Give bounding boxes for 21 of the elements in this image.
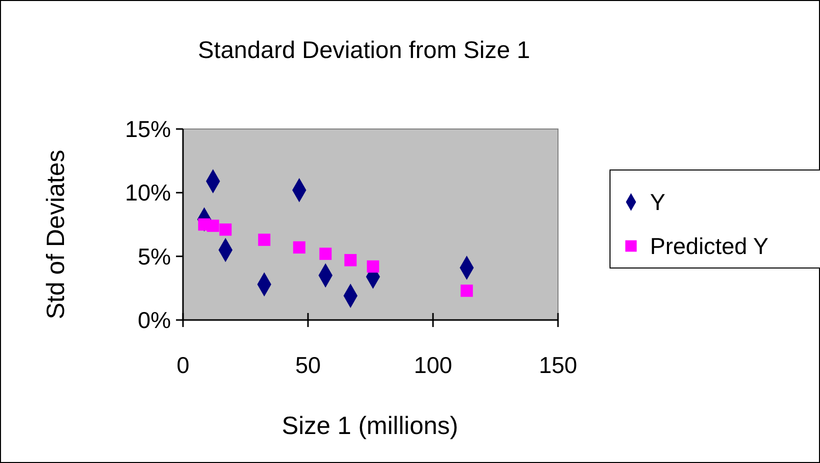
y-tick-label: 5% — [138, 243, 171, 270]
point — [293, 241, 306, 254]
point — [206, 220, 220, 232]
x-tick-label: 100 — [414, 352, 452, 378]
point — [344, 254, 357, 266]
x-axis-title: Size 1 (millions) — [282, 412, 458, 440]
point — [219, 223, 232, 236]
point — [366, 260, 380, 273]
y-tick-label: 10% — [124, 180, 171, 206]
x-tick-label: 150 — [538, 352, 578, 378]
chart-title: Standard Deviation from Size 1 — [198, 37, 530, 64]
x-tick-label: 50 — [295, 352, 321, 378]
y-axis-title: Std of Deviates — [42, 150, 70, 320]
point — [460, 284, 473, 297]
x-tick-label: 0 — [176, 352, 190, 378]
y-tick-label: 0% — [138, 307, 171, 333]
point — [319, 248, 332, 260]
legend-label: Y — [650, 189, 666, 215]
point — [258, 234, 270, 246]
legend-label: Predicted Y — [650, 233, 768, 259]
y-tick-label: 15% — [124, 116, 171, 142]
